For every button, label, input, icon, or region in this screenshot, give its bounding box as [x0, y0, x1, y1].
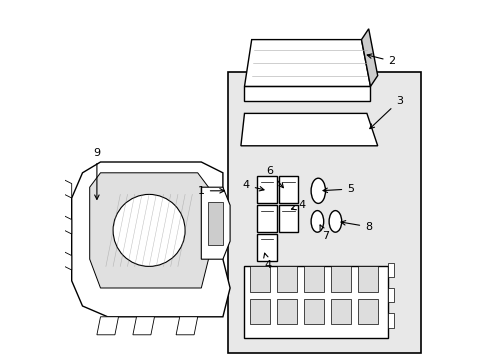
- Text: 2: 2: [366, 54, 395, 66]
- Bar: [303, 299, 323, 324]
- Polygon shape: [201, 187, 230, 259]
- Polygon shape: [72, 162, 230, 317]
- Text: 1: 1: [197, 186, 224, 196]
- Text: 6: 6: [265, 166, 283, 188]
- Bar: [208, 202, 223, 245]
- Bar: [244, 86, 370, 101]
- Bar: [303, 266, 323, 292]
- Bar: [249, 299, 269, 324]
- Polygon shape: [61, 252, 72, 270]
- Text: 8: 8: [340, 221, 371, 232]
- Circle shape: [113, 194, 185, 266]
- Ellipse shape: [328, 211, 341, 232]
- Bar: [244, 266, 387, 338]
- Polygon shape: [89, 173, 208, 288]
- Bar: [330, 299, 350, 324]
- Polygon shape: [361, 29, 377, 86]
- Polygon shape: [133, 317, 154, 335]
- Bar: [357, 266, 377, 292]
- Text: 7: 7: [320, 225, 328, 241]
- Text: 9: 9: [93, 148, 100, 199]
- Bar: [228, 72, 420, 353]
- Bar: [257, 234, 276, 261]
- Polygon shape: [241, 113, 377, 146]
- Polygon shape: [97, 317, 118, 335]
- Polygon shape: [244, 40, 370, 86]
- Bar: [276, 266, 296, 292]
- Text: 4: 4: [263, 253, 271, 270]
- Text: 3: 3: [369, 96, 402, 129]
- Bar: [276, 299, 296, 324]
- Ellipse shape: [310, 211, 323, 232]
- Polygon shape: [176, 317, 197, 335]
- Bar: [387, 263, 393, 277]
- Bar: [278, 205, 298, 232]
- Bar: [330, 266, 350, 292]
- Bar: [387, 313, 393, 328]
- Text: 4: 4: [291, 200, 305, 210]
- Polygon shape: [61, 216, 72, 234]
- Bar: [387, 288, 393, 302]
- Text: 5: 5: [323, 184, 353, 194]
- Bar: [257, 176, 276, 203]
- Bar: [357, 299, 377, 324]
- Ellipse shape: [310, 178, 325, 203]
- Bar: [249, 266, 269, 292]
- Text: 4: 4: [242, 180, 264, 191]
- Bar: [257, 205, 276, 232]
- Polygon shape: [61, 180, 72, 198]
- Bar: [278, 176, 298, 203]
